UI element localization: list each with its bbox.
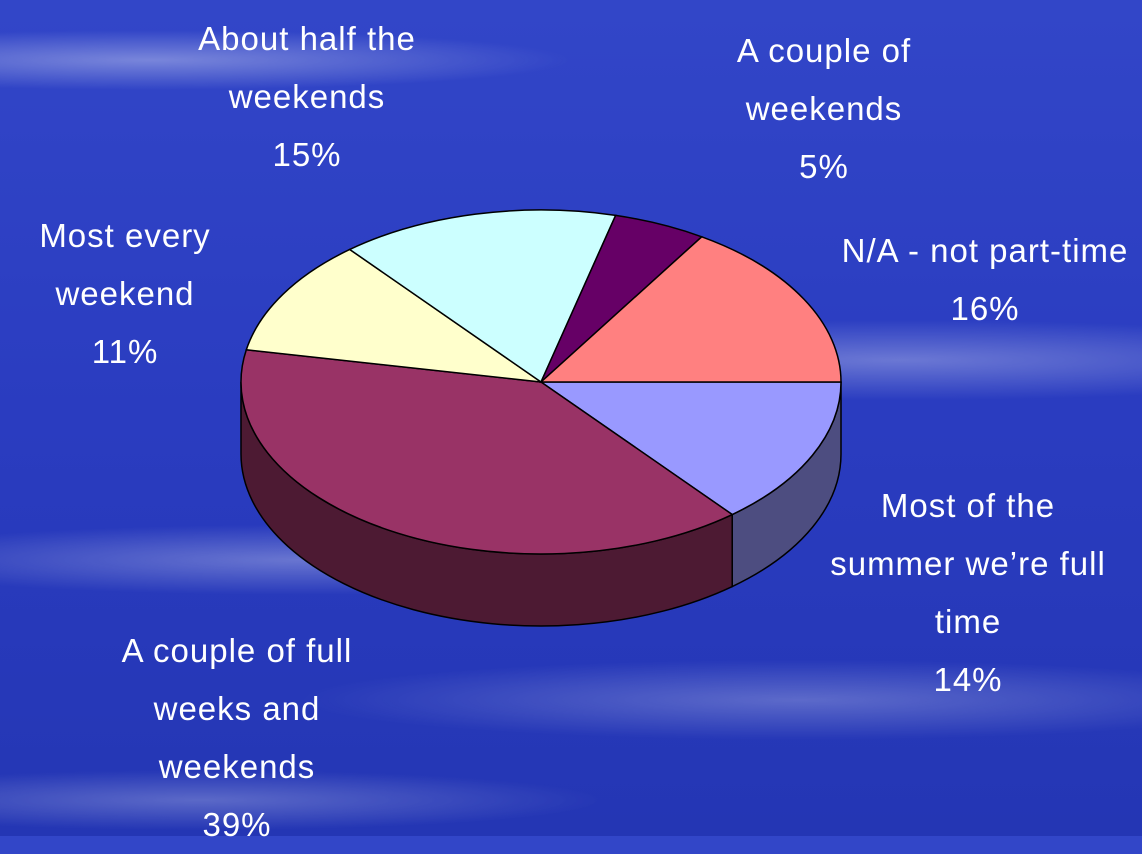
category: About half the weekends — [198, 20, 416, 115]
category: A couple of weekends — [736, 32, 912, 127]
slice-label: Most of the summer we’re full time 14% — [828, 477, 1108, 709]
value-label: 5% — [799, 148, 849, 185]
slice — [539, 235, 842, 383]
category: N/A - not part-time — [841, 232, 1129, 269]
slice-label: N/A - not part-time 16% — [835, 222, 1135, 338]
value-label: 11% — [91, 333, 159, 370]
slice — [245, 248, 542, 383]
value-label: 15% — [272, 136, 342, 173]
slide: (() => { const data = JSON.parse(documen… — [0, 0, 1142, 836]
slice — [240, 348, 734, 555]
slice-label: Most every weekend 11% — [0, 207, 250, 381]
category: Most of the summer we’re full time — [830, 487, 1106, 640]
chart — [240, 209, 842, 627]
slice — [538, 381, 842, 516]
category: Most every weekend — [39, 217, 211, 312]
slice-label: A couple of weekends 5% — [694, 22, 954, 196]
value-label: 14% — [933, 661, 1003, 698]
value-label: 39% — [202, 806, 272, 843]
slice-label: About half the weekends 15% — [157, 10, 457, 184]
value-label: 16% — [950, 290, 1020, 327]
slice-label: A couple of full weeks and weekends 39% — [102, 622, 372, 854]
slice — [348, 209, 617, 384]
category: A couple of full weeks and weekends — [121, 632, 353, 785]
